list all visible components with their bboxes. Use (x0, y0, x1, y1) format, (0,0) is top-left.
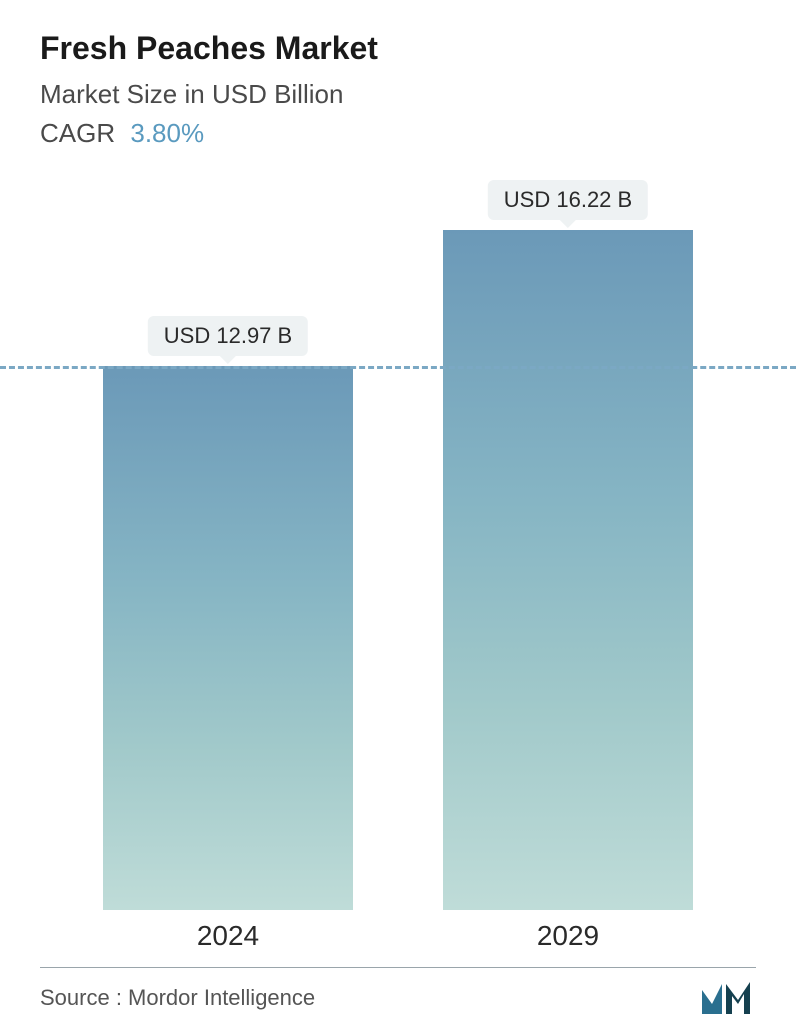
chart-subtitle: Market Size in USD Billion (40, 79, 756, 110)
x-label-0: 2024 (103, 920, 353, 952)
bar-1: USD 16.22 B (443, 230, 693, 910)
chart-title: Fresh Peaches Market (40, 30, 756, 67)
value-tag-0: USD 12.97 B (148, 316, 308, 356)
cagr-row: CAGR 3.80% (40, 118, 756, 149)
bars-container: USD 12.97 B USD 16.22 B (0, 190, 796, 910)
bar-group-0: USD 12.97 B (103, 366, 353, 910)
source-text: Source : Mordor Intelligence (40, 985, 315, 1011)
x-axis-labels: 2024 2029 (0, 920, 796, 952)
value-tag-1: USD 16.22 B (488, 180, 648, 220)
brand-logo (700, 980, 756, 1016)
x-label-1: 2029 (443, 920, 693, 952)
cagr-value: 3.80% (130, 118, 204, 148)
header: Fresh Peaches Market Market Size in USD … (0, 0, 796, 159)
reference-line (0, 366, 796, 369)
chart-area: USD 12.97 B USD 16.22 B (0, 190, 796, 910)
logo-icon (700, 980, 756, 1016)
bar-0: USD 12.97 B (103, 366, 353, 910)
cagr-label: CAGR (40, 118, 115, 148)
footer: Source : Mordor Intelligence (40, 967, 756, 1016)
bar-group-1: USD 16.22 B (443, 230, 693, 910)
